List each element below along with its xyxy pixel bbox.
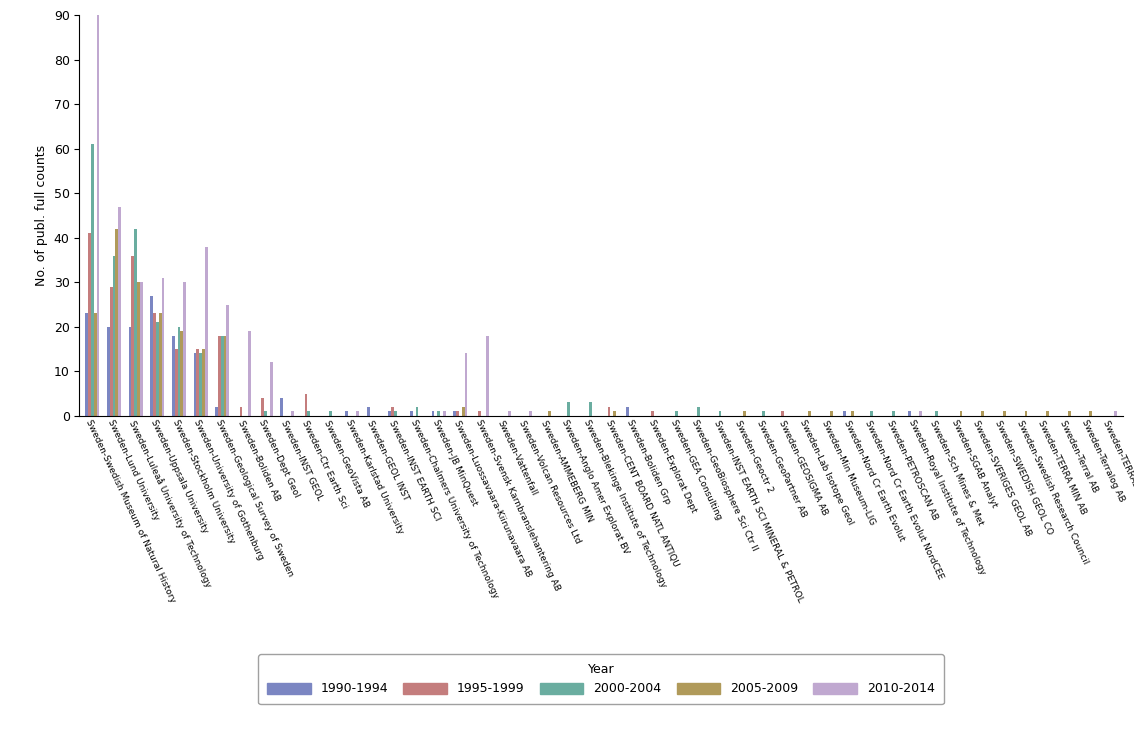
Bar: [608, 407, 610, 416]
Bar: [88, 234, 91, 416]
Bar: [465, 354, 467, 416]
Bar: [613, 411, 616, 416]
Bar: [809, 411, 811, 416]
Bar: [155, 322, 159, 416]
Bar: [248, 331, 251, 416]
Bar: [107, 327, 110, 416]
Bar: [280, 398, 284, 416]
Bar: [200, 354, 202, 416]
Bar: [128, 327, 132, 416]
Bar: [175, 349, 178, 416]
Bar: [227, 305, 229, 416]
Bar: [477, 411, 481, 416]
Bar: [438, 411, 440, 416]
Bar: [852, 411, 854, 416]
Bar: [291, 411, 294, 416]
Bar: [307, 411, 311, 416]
Bar: [172, 336, 175, 416]
Bar: [908, 411, 911, 416]
Bar: [843, 411, 846, 416]
Bar: [221, 336, 223, 416]
Bar: [462, 407, 465, 416]
Bar: [959, 411, 963, 416]
Bar: [202, 349, 205, 416]
Bar: [239, 407, 243, 416]
Bar: [356, 411, 359, 416]
Bar: [549, 411, 551, 416]
Bar: [178, 327, 180, 416]
Bar: [270, 362, 272, 416]
Bar: [184, 282, 186, 416]
Bar: [1068, 411, 1070, 416]
Bar: [626, 407, 629, 416]
Bar: [366, 407, 370, 416]
Bar: [1090, 411, 1092, 416]
Bar: [891, 411, 895, 416]
Bar: [180, 331, 184, 416]
Bar: [137, 282, 139, 416]
Bar: [261, 398, 264, 416]
Bar: [870, 411, 873, 416]
Bar: [1024, 411, 1027, 416]
Bar: [329, 411, 332, 416]
Bar: [456, 411, 459, 416]
Bar: [94, 314, 96, 416]
Bar: [486, 336, 489, 416]
Bar: [110, 287, 112, 416]
Bar: [589, 402, 592, 416]
Bar: [139, 282, 143, 416]
Bar: [151, 296, 153, 416]
Legend: 1990-1994, 1995-1999, 2000-2004, 2005-2009, 2010-2014: 1990-1994, 1995-1999, 2000-2004, 2005-20…: [259, 655, 943, 704]
Bar: [651, 411, 653, 416]
Bar: [416, 407, 418, 416]
Bar: [112, 256, 116, 416]
Bar: [118, 206, 121, 416]
Bar: [91, 144, 94, 416]
Bar: [762, 411, 764, 416]
Bar: [508, 411, 510, 416]
Bar: [567, 402, 570, 416]
Bar: [134, 229, 137, 416]
Bar: [781, 411, 784, 416]
Bar: [393, 411, 397, 416]
Bar: [1114, 411, 1117, 416]
Bar: [454, 411, 456, 416]
Bar: [530, 411, 532, 416]
Bar: [697, 407, 700, 416]
Bar: [919, 411, 922, 416]
Bar: [743, 411, 746, 416]
Bar: [223, 336, 227, 416]
Bar: [388, 411, 391, 416]
Bar: [432, 411, 434, 416]
Bar: [443, 411, 446, 416]
Y-axis label: No. of publ. full counts: No. of publ. full counts: [35, 145, 48, 286]
Bar: [215, 407, 218, 416]
Bar: [345, 411, 348, 416]
Bar: [96, 15, 100, 416]
Bar: [391, 407, 393, 416]
Bar: [161, 277, 164, 416]
Bar: [205, 246, 208, 416]
Bar: [1047, 411, 1049, 416]
Bar: [153, 314, 155, 416]
Bar: [1002, 411, 1006, 416]
Bar: [196, 349, 200, 416]
Bar: [981, 411, 984, 416]
Bar: [830, 411, 832, 416]
Bar: [305, 394, 307, 416]
Bar: [194, 354, 196, 416]
Bar: [116, 229, 118, 416]
Bar: [411, 411, 413, 416]
Bar: [85, 314, 88, 416]
Bar: [132, 256, 134, 416]
Bar: [936, 411, 938, 416]
Bar: [676, 411, 678, 416]
Bar: [264, 411, 266, 416]
Bar: [159, 314, 161, 416]
Bar: [218, 336, 221, 416]
Bar: [719, 411, 721, 416]
